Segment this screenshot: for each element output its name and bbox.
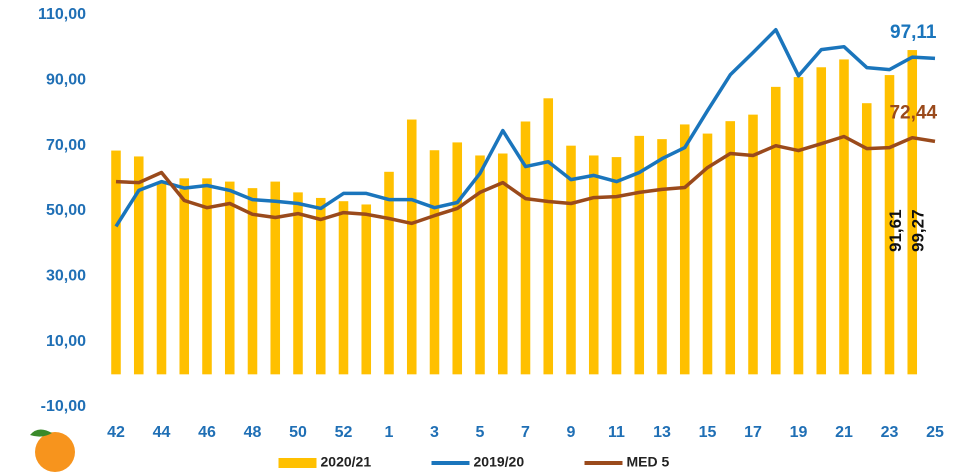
bar (430, 150, 440, 374)
x-tick-label: 52 (335, 424, 353, 441)
x-tick-label: 42 (107, 424, 125, 441)
bar (293, 192, 303, 374)
bar (589, 155, 599, 374)
bar (862, 103, 872, 374)
data-label: 91,61 (886, 209, 905, 252)
x-tick-label: 7 (521, 424, 530, 441)
x-tick-label: 3 (430, 424, 439, 441)
x-tick-label: 13 (653, 424, 671, 441)
bar (111, 151, 121, 375)
x-tick-label: 44 (153, 424, 171, 441)
x-tick-label: 46 (198, 424, 216, 441)
bar (612, 157, 622, 374)
bar (771, 87, 781, 374)
bar (794, 77, 804, 374)
bar (384, 172, 394, 375)
bar (225, 182, 235, 375)
x-tick-label: 50 (289, 424, 307, 441)
data-label: 72,44 (889, 103, 937, 124)
legend-label: 2020/21 (321, 454, 372, 470)
bar (361, 204, 371, 374)
y-tick-label: 70,00 (46, 137, 86, 154)
x-tick-label: 25 (926, 424, 944, 441)
x-tick-label: 1 (385, 424, 394, 441)
bar (407, 120, 417, 375)
x-tick-label: 11 (608, 424, 625, 441)
data-label: 99,27 (909, 209, 928, 252)
y-tick-label: -10,00 (41, 398, 86, 415)
bar (270, 182, 280, 375)
x-tick-label: 17 (744, 424, 762, 441)
bar (157, 182, 167, 375)
bar (316, 198, 326, 374)
x-tick-label: 15 (699, 424, 717, 441)
legend-key (279, 458, 317, 468)
x-tick-label: 21 (835, 424, 853, 441)
bar (452, 142, 462, 374)
data-label: 97,11 (890, 22, 937, 43)
legend-label: MED 5 (627, 454, 670, 470)
bar (725, 121, 735, 374)
x-tick-label: 9 (567, 424, 576, 441)
y-tick-label: 90,00 (46, 72, 86, 89)
legend-label: 2019/20 (474, 454, 525, 470)
y-tick-label: 10,00 (46, 333, 86, 350)
bar (179, 178, 189, 374)
y-tick-label: 50,00 (46, 202, 86, 219)
bar (339, 201, 349, 374)
chart: -10,00 10,00 30,00 50,00 70,00 90,00 110,00 42 4… (0, 0, 958, 474)
bar (543, 98, 553, 374)
bar (475, 155, 485, 374)
bar (839, 59, 849, 374)
x-tick-label: 48 (244, 424, 262, 441)
y-tick-label: 110,00 (38, 6, 86, 23)
bar (657, 139, 667, 374)
orange-icon (30, 429, 75, 472)
x-tick-label: 23 (881, 424, 899, 441)
y-tick-label: 30,00 (46, 268, 86, 285)
bar (680, 124, 690, 374)
bar (816, 67, 826, 374)
x-tick-label: 19 (790, 424, 808, 441)
orange (35, 432, 75, 472)
x-tick-label: 5 (476, 424, 485, 441)
